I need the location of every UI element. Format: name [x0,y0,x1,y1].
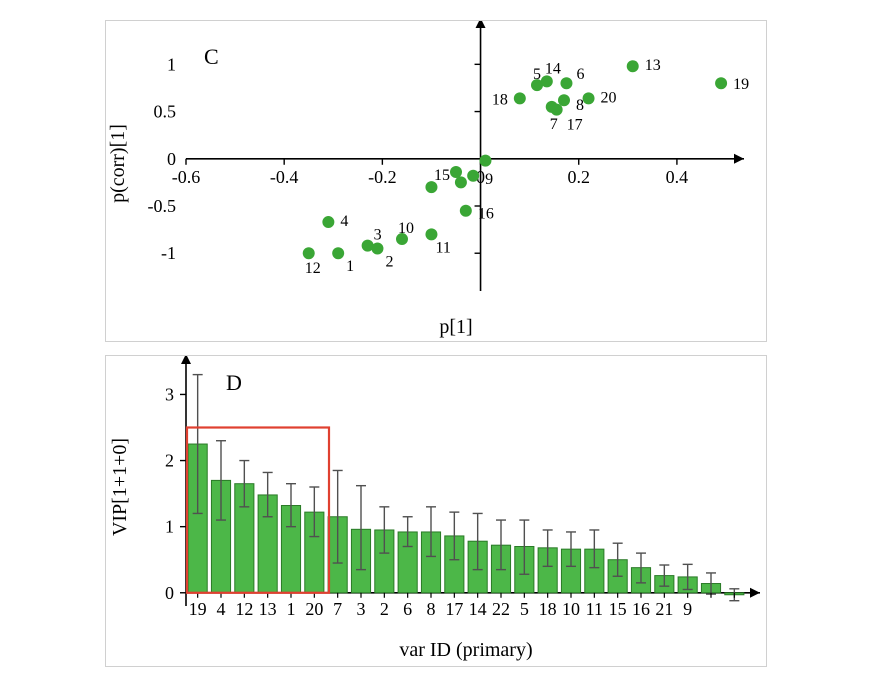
x-tick-label: 17 [445,599,463,619]
x-tick-label: 10 [562,599,580,619]
scatter-point [450,166,462,178]
y-tick-label: 0 [165,583,174,603]
bar-chart-panel-d: D012319412131207326817142251810111516219… [105,355,767,667]
x-tick-label: 7 [333,599,342,619]
y-tick-label: -0.5 [148,196,177,216]
scatter-point-label: 4 [340,213,348,230]
scatter-point [479,155,491,167]
x-tick-label: 14 [469,599,487,619]
scatter-point-label: 19 [733,76,749,93]
y-axis-label: p(corr)[1] [107,124,129,203]
x-tick-label: 1 [287,599,296,619]
scatter-point-label: 3 [374,227,382,244]
x-tick-label: 5 [520,599,529,619]
scatter-point [362,240,374,252]
x-tick-label: -0.4 [270,167,299,187]
scatter-point [558,94,570,106]
scatter-point [322,216,334,228]
x-tick-label: -0.6 [172,167,201,187]
x-tick-label: 15 [609,599,627,619]
scatter-point-label: 9 [485,171,493,188]
scatter-point-label: 6 [576,66,584,83]
scatter-point [715,77,727,89]
scatter-point [460,205,472,217]
scatter-point-label: 5 [533,66,541,83]
scatter-point [560,77,572,89]
x-tick-label: 0.2 [567,167,590,187]
x-tick-label: 18 [539,599,557,619]
scatter-point-label: 7 [550,116,558,133]
y-tick-label: 0 [167,149,176,169]
x-axis-arrow [734,154,744,164]
y-axis-label: VIP[1+1+0] [109,438,131,536]
y-tick-label: 2 [165,451,174,471]
x-tick-label: 21 [655,599,673,619]
scatter-plot-panel-c: C-0.6-0.4-0.200.20.4-1-0.500.51p[1]p(cor… [105,20,767,342]
x-tick-label: 9 [683,599,692,619]
y-tick-label: 1 [167,54,176,74]
x-tick-label: -0.2 [368,167,397,187]
scatter-point-label: 20 [601,89,617,106]
scatter-point-label: 2 [385,254,393,271]
x-tick-label: 20 [305,599,323,619]
x-tick-label: 6 [403,599,412,619]
scatter-point [332,247,344,259]
x-tick-label: 8 [427,599,436,619]
x-tick-label: 13 [259,599,277,619]
x-tick-label: 0.4 [666,167,689,187]
x-tick-label: 12 [235,599,253,619]
x-tick-label: 16 [632,599,650,619]
panel-label-c: C [204,44,219,69]
scatter-point-label: 13 [645,57,661,74]
y-tick-label: 3 [165,384,174,404]
scatter-point-label: 17 [567,117,583,134]
scatter-point [514,92,526,104]
scatter-point [425,181,437,193]
scatter-point-label: 10 [398,220,414,237]
scatter-point [303,247,315,259]
scatter-point-label: 16 [478,206,494,223]
panel-label-d: D [226,370,242,395]
scatter-point [627,60,639,72]
y-tick-label: -1 [161,243,176,263]
x-tick-label: 3 [357,599,366,619]
scatter-point-label: 1 [346,258,354,275]
x-tick-label: 4 [217,599,226,619]
x-axis-label: p[1] [439,316,472,338]
scatter-point-label: 12 [305,260,321,277]
y-tick-label: 0.5 [154,102,177,122]
x-tick-label: 19 [189,599,207,619]
y-tick-label: 1 [165,517,174,537]
x-axis-arrow [750,588,760,598]
scatter-point-label: 14 [545,60,561,77]
scatter-point-label: 15 [434,167,450,184]
y-axis-arrow [181,356,191,364]
scatter-point [551,104,563,116]
x-tick-label: 11 [586,599,603,619]
bar-chart-svg: D012319412131207326817142251810111516219… [106,356,766,666]
scatter-point [455,176,467,188]
scatter-point-label: 18 [492,91,508,108]
y-axis-arrow [476,21,486,28]
x-tick-label: 2 [380,599,389,619]
scatter-plot-svg: C-0.6-0.4-0.200.20.4-1-0.500.51p[1]p(cor… [106,21,766,341]
x-axis-label: var ID (primary) [399,639,532,661]
scatter-point [467,170,479,182]
scatter-point-label: 11 [435,239,450,256]
x-tick-label: 22 [492,599,510,619]
scatter-point [583,92,595,104]
